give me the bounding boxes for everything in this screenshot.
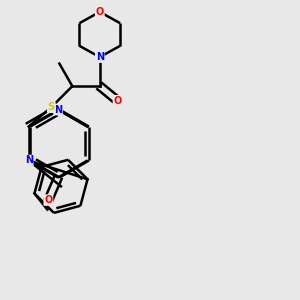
Text: O: O <box>113 96 122 106</box>
Text: N: N <box>96 52 104 62</box>
Text: O: O <box>44 195 52 205</box>
Text: O: O <box>96 7 104 17</box>
Text: S: S <box>48 102 55 112</box>
Text: N: N <box>25 155 33 166</box>
Text: N: N <box>54 105 62 115</box>
